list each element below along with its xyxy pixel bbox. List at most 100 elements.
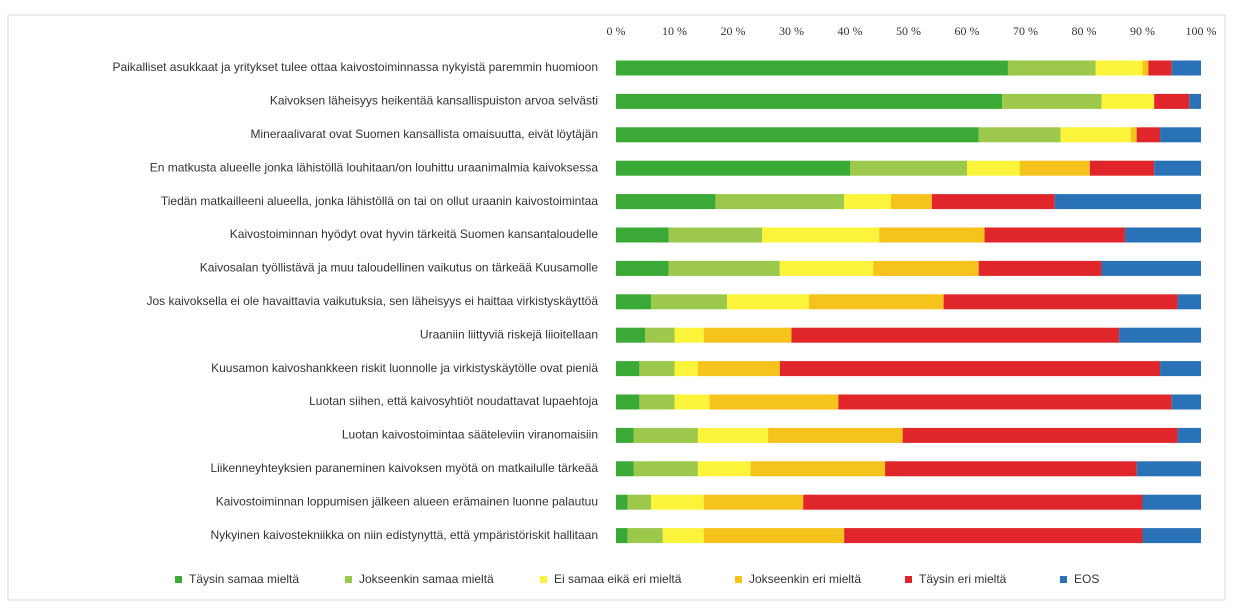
bar-segment: [616, 361, 640, 377]
bar-segment: [639, 394, 675, 410]
bar-segment: [668, 227, 763, 243]
legend-label: Jokseenkin samaa mieltä: [359, 572, 494, 586]
legend-label: Täysin samaa mieltä: [189, 572, 299, 586]
bar-segment: [1189, 93, 1201, 109]
category-label: En matkusta alueelle jonka lähistöllä lo…: [150, 160, 599, 174]
bar-segment: [1171, 60, 1201, 76]
bar-segment: [803, 494, 1143, 510]
bar-segment: [844, 194, 891, 210]
bar-segment: [890, 194, 932, 210]
category-label: Kuusamon kaivoshankkeen riskit luonnolle…: [211, 361, 598, 375]
legend-label: Jokseenkin eri mieltä: [749, 572, 861, 586]
bar-segment: [616, 494, 628, 510]
legend-marker: [175, 576, 182, 583]
bar-segment: [750, 461, 886, 477]
bar-segment: [1054, 194, 1201, 210]
bar-segment: [850, 160, 967, 176]
bar-segment: [1130, 127, 1137, 143]
bar-segment: [703, 327, 792, 343]
bar-segment: [943, 294, 1178, 310]
legend-marker: [1060, 576, 1067, 583]
bar-segment: [984, 227, 1125, 243]
x-tick-label: 100 %: [1186, 24, 1217, 38]
bar-segment: [873, 260, 979, 276]
bar-segment: [616, 528, 628, 544]
bar-segment: [616, 160, 850, 176]
legend-label: Ei samaa eikä eri mieltä: [554, 572, 682, 586]
legend-label: Täysin eri mieltä: [919, 572, 1007, 586]
x-tick-label: 60 %: [955, 24, 980, 38]
legend-label: EOS: [1074, 572, 1099, 586]
bar-segment: [1136, 127, 1161, 143]
category-label: Kaivostoiminnan hyödyt ovat hyvin tärkei…: [230, 227, 599, 241]
bar-segment: [639, 361, 675, 377]
bar-segment: [1119, 327, 1201, 343]
bar-segment: [709, 394, 839, 410]
bar-segment: [645, 327, 675, 343]
bar-segment: [844, 528, 1143, 544]
bar-segment: [978, 127, 1061, 143]
bar-segment: [674, 394, 710, 410]
bar-segment: [1154, 160, 1201, 176]
bar-segment: [902, 427, 1178, 443]
bar-segment: [616, 260, 669, 276]
bar-segment: [651, 494, 704, 510]
category-label: Kaivoksen läheisyys heikentää kansallisp…: [270, 94, 598, 108]
bar-segment: [616, 427, 634, 443]
x-tick-label: 70 %: [1013, 24, 1038, 38]
bar-segment: [616, 194, 716, 210]
category-label: Luotan siihen, että kaivosyhtiöt noudatt…: [309, 394, 598, 408]
bar-segment: [715, 194, 845, 210]
category-label: Luotan kaivostoimintaa sääteleviin viran…: [342, 428, 598, 442]
bar-segment: [1177, 294, 1201, 310]
bar-segment: [1089, 160, 1155, 176]
bar-segment: [1154, 93, 1190, 109]
bar-segment: [616, 93, 1003, 109]
bar-segment: [727, 294, 810, 310]
x-tick-label: 50 %: [896, 24, 921, 38]
bar-segment: [697, 427, 769, 443]
category-label: Mineraalivarat ovat Suomen kansallista o…: [250, 127, 598, 141]
bar-segment: [616, 227, 669, 243]
category-label: Liikenneyhteyksien paraneminen kaivoksen…: [210, 461, 598, 475]
bar-segment: [616, 60, 1008, 76]
category-label: Kaivostoiminnan loppumisen jälkeen aluee…: [216, 494, 598, 508]
bar-segment: [703, 528, 845, 544]
bar-segment: [616, 394, 640, 410]
bar-segment: [1060, 127, 1131, 143]
bar-segment: [809, 294, 944, 310]
bar-segment: [1101, 260, 1201, 276]
bar-segment: [1160, 361, 1201, 377]
x-tick-label: 80 %: [1072, 24, 1097, 38]
bar-segment: [633, 427, 698, 443]
bar-segment: [978, 260, 1102, 276]
bar-segment: [931, 194, 1055, 210]
legend-marker: [905, 576, 912, 583]
x-tick-label: 10 %: [662, 24, 687, 38]
bar-segment: [1007, 60, 1096, 76]
bar-segment: [967, 160, 1020, 176]
bar-segment: [879, 227, 985, 243]
bar-segment: [703, 494, 804, 510]
x-tick-label: 40 %: [838, 24, 863, 38]
bar-segment: [1142, 494, 1201, 510]
bar-segment: [627, 528, 663, 544]
x-tick-label: 90 %: [1130, 24, 1155, 38]
bar-segment: [1101, 93, 1155, 109]
bar-segment: [1124, 227, 1201, 243]
bar-segment: [762, 227, 880, 243]
category-label: Kaivosalan työllistävä ja muu taloudelli…: [200, 261, 599, 275]
bar-segment: [885, 461, 1137, 477]
bar-segment: [627, 494, 652, 510]
bar-segment: [1002, 93, 1102, 109]
bar-segment: [768, 427, 903, 443]
bar-segment: [697, 461, 751, 477]
legend-marker: [540, 576, 547, 583]
bar-segment: [697, 361, 780, 377]
bar-segment: [779, 260, 874, 276]
bar-segment: [616, 461, 634, 477]
category-label: Nykyinen kaivostekniikka on niin edistyn…: [210, 528, 598, 542]
bar-segment: [779, 361, 1161, 377]
bar-segment: [1136, 461, 1201, 477]
